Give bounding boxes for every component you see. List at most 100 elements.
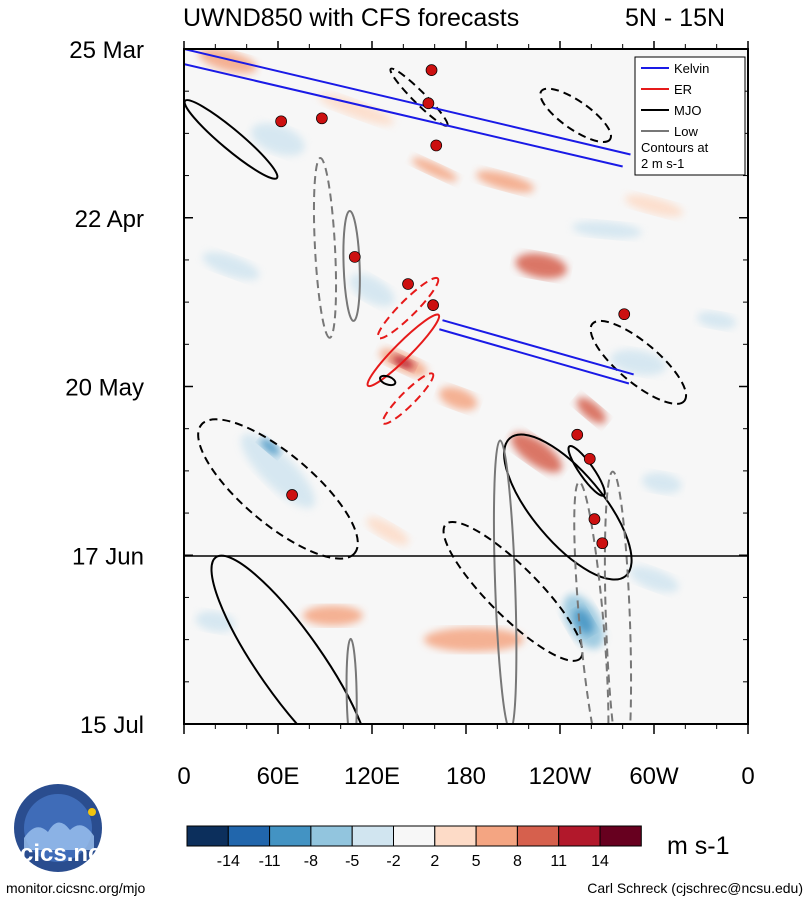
- tropical-cyclones: [275, 64, 631, 550]
- colorbar-label: 11: [550, 853, 567, 870]
- anomaly-blob: [318, 93, 395, 125]
- colorbar-units: m s-1: [667, 832, 730, 860]
- y-tick-label: 22 Apr: [75, 206, 144, 233]
- footer-credit: Carl Schreck (cjschrec@ncsu.edu): [587, 880, 803, 896]
- x-tick-label: 0: [177, 763, 190, 790]
- logo-text: cics.nc: [20, 840, 102, 867]
- legend-note: 2 m s-1: [641, 156, 684, 171]
- y-tick-label: 15 Jul: [80, 712, 144, 739]
- mjo-contour: [197, 418, 359, 560]
- anomaly-blob: [240, 433, 316, 508]
- tropical-cyclone-icon: [430, 139, 443, 152]
- anomaly-shading: [195, 49, 737, 652]
- tropical-cyclone-icon: [286, 489, 298, 501]
- tropical-cyclone-icon: [618, 308, 631, 321]
- colorbar-swatch: [310, 825, 353, 847]
- low-contour: [603, 470, 633, 724]
- anomaly-blob: [202, 252, 260, 280]
- mjo-contour: [539, 87, 612, 143]
- legend-label: MJO: [674, 103, 701, 118]
- mjo-contour: [503, 433, 633, 581]
- er-contour: [376, 276, 440, 340]
- anomaly-blob: [576, 397, 607, 424]
- colorbar-label: 8: [513, 853, 522, 870]
- mjo-contour: [442, 520, 584, 662]
- mjo-contour: [210, 554, 371, 724]
- legend-label: Kelvin: [674, 61, 709, 76]
- tropical-cyclone-icon: [583, 452, 596, 465]
- x-tick-label: 120W: [529, 763, 592, 790]
- er-contour: [366, 313, 441, 388]
- anomaly-blob: [302, 605, 363, 626]
- mjo-contour: [589, 319, 688, 405]
- anomaly-blob: [510, 432, 563, 473]
- colorbar-swatch: [558, 825, 601, 847]
- kelvin-contour: [439, 328, 630, 385]
- anomaly-blob: [251, 123, 305, 156]
- kelvin-contour: [184, 63, 623, 168]
- anomaly-blob: [260, 438, 280, 456]
- tropical-cyclone-icon: [316, 112, 328, 125]
- colorbar-swatch: [186, 825, 229, 847]
- y-tick-label: 17 Jun: [72, 543, 144, 570]
- er-contour: [381, 372, 435, 425]
- footer-url[interactable]: monitor.cicsnc.org/mjo: [6, 880, 146, 896]
- tropical-cyclone-icon: [422, 97, 435, 110]
- colorbar-label: -2: [386, 853, 400, 870]
- tropical-cyclone-icon: [425, 64, 438, 76]
- mjo-contour: [379, 374, 397, 387]
- chart-region: 5N - 15N: [625, 4, 726, 32]
- colorbar-swatch: [475, 825, 518, 847]
- x-tick-label: 60E: [257, 763, 300, 790]
- colorbar-label: -14: [217, 853, 240, 870]
- colorbar-swatch: [599, 825, 642, 847]
- kelvin-contour: [442, 319, 634, 376]
- y-tick-label: 20 May: [65, 375, 144, 402]
- colorbar-swatch: [516, 825, 560, 847]
- wave-contours: [184, 49, 688, 724]
- colorbar-swatch: [393, 825, 436, 847]
- anomaly-blob: [439, 386, 478, 411]
- legend-box: [634, 56, 746, 176]
- legend-note: Contours at: [641, 140, 709, 155]
- low-contour: [312, 157, 338, 339]
- cicsnc-logo-icon: [14, 784, 102, 872]
- anomaly-blob: [642, 472, 682, 494]
- colorbar-label: 2: [430, 853, 439, 870]
- anomaly-blob: [624, 194, 684, 217]
- legend-label: Low: [674, 124, 698, 139]
- x-tick-label: 180: [446, 763, 486, 790]
- tropical-cyclone-icon: [427, 299, 439, 311]
- anomaly-blob: [629, 566, 679, 593]
- anomaly-blob: [476, 170, 535, 193]
- chart-title: UWND850 with CFS forecasts: [183, 4, 520, 32]
- anomaly-blob: [198, 49, 257, 74]
- colorbar-label: 14: [591, 853, 609, 870]
- tropical-cyclone-icon: [348, 251, 361, 263]
- anomaly-blob: [696, 311, 737, 329]
- colorbar: -14 -11 -8 -5 -2 2 5 8 11 14: [186, 825, 642, 870]
- colorbar-swatch: [269, 825, 312, 847]
- legend-label: ER: [674, 82, 692, 97]
- y-tick-label: 25 Mar: [69, 37, 144, 64]
- x-tick-label: 120E: [344, 763, 400, 790]
- colorbar-label: -11: [259, 853, 281, 870]
- colorbar-swatch: [434, 825, 477, 847]
- colorbar-label: -5: [345, 853, 359, 870]
- x-tick-label: 0: [741, 763, 754, 790]
- tropical-cyclone-icon: [402, 278, 414, 290]
- anomaly-blob: [366, 517, 409, 545]
- kelvin-contour: [184, 49, 631, 156]
- tropical-cyclone-icon: [275, 115, 287, 128]
- anomaly-blob: [411, 157, 458, 182]
- mjo-contour: [184, 99, 279, 180]
- anomaly-blob: [572, 221, 642, 239]
- anomaly-blob: [610, 349, 666, 376]
- colorbar-swatch: [227, 825, 271, 847]
- low-contour: [492, 439, 518, 724]
- tropical-cyclone-icon: [596, 537, 609, 550]
- x-tick-label: 60W: [629, 763, 679, 790]
- colorbar-label: 5: [472, 853, 481, 870]
